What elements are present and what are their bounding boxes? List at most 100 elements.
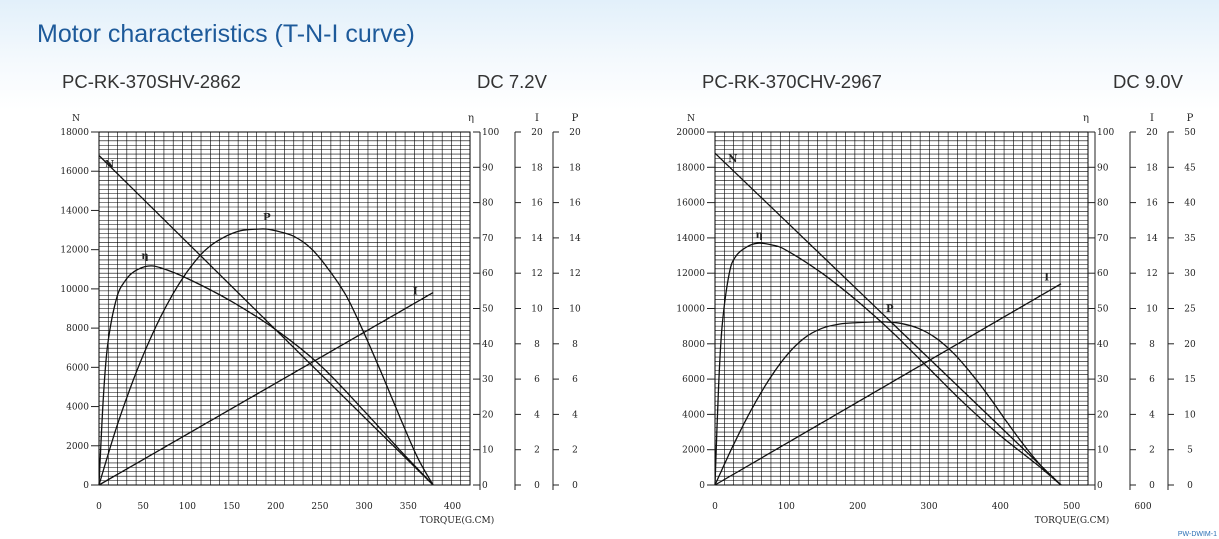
tick-label-p: 14 <box>569 234 581 244</box>
series-label-p: P <box>886 304 894 315</box>
series-label-n: N <box>728 154 737 165</box>
tick-label-p: 8 <box>572 340 578 350</box>
tick-label-eta: 100 <box>482 128 499 138</box>
tick-label-x: 250 <box>311 502 328 512</box>
tick-label-eta: 60 <box>1097 269 1109 279</box>
tick-label-eta: 90 <box>1097 163 1109 173</box>
tick-label-p: 10 <box>569 305 581 315</box>
tick-label-eta: 10 <box>482 446 494 456</box>
series-label-p: P <box>263 212 271 223</box>
series-label-n: N <box>105 159 114 170</box>
series-label-i: I <box>1044 272 1049 283</box>
tick-label-eta: 60 <box>482 269 494 279</box>
series-line-eta <box>98 265 434 486</box>
tick-label-eta: 10 <box>1097 446 1109 456</box>
tick-label-eta: 20 <box>482 410 494 420</box>
tick-label-n: 18000 <box>60 128 89 138</box>
footer-mark: PW-DWIM-1 <box>1177 531 1217 538</box>
tick-label-p: 0 <box>572 481 578 491</box>
tick-label-n: 16000 <box>676 199 705 209</box>
tick-label-n: 2000 <box>682 446 705 456</box>
tick-label-i: 14 <box>531 234 543 244</box>
tick-label-n: 2000 <box>66 442 89 452</box>
series-label-eta: η <box>756 230 763 241</box>
series-line-eta <box>714 242 1062 486</box>
tick-label-i: 18 <box>531 163 543 173</box>
tick-label-x: 400 <box>444 502 461 512</box>
series-line-i <box>714 283 1062 486</box>
axis-title-p: P <box>1187 113 1194 124</box>
series-line-n <box>714 152 1062 486</box>
tick-label-p: 18 <box>569 163 581 173</box>
tick-label-i: 12 <box>531 269 542 279</box>
tick-label-p: 30 <box>1184 269 1196 279</box>
series-label-eta: η <box>141 251 148 262</box>
tick-label-p: 15 <box>1184 375 1196 385</box>
chart-voltage: DC 9.0V <box>1113 71 1183 92</box>
tick-label-eta: 70 <box>1097 234 1109 244</box>
axis-title-eta: η <box>1083 113 1089 124</box>
tni-chart-370shv: N020004000600080001000012000140001600018… <box>60 113 581 526</box>
tick-label-p: 12 <box>569 269 580 279</box>
tick-label-i: 2 <box>534 446 540 456</box>
tick-label-x: 600 <box>1134 502 1151 512</box>
tick-label-p: 25 <box>1184 305 1196 315</box>
series-line-p <box>98 228 434 486</box>
tick-label-i: 20 <box>531 128 543 138</box>
tick-label-eta: 80 <box>482 199 494 209</box>
axis-title-i: I <box>535 113 539 124</box>
chart-voltage: DC 7.2V <box>477 71 547 92</box>
tick-label-x: 200 <box>849 502 866 512</box>
tick-label-i: 4 <box>1149 410 1155 420</box>
tick-label-eta: 20 <box>1097 410 1109 420</box>
tick-label-x: 400 <box>992 502 1009 512</box>
tick-label-n: 12000 <box>676 269 705 279</box>
tick-label-i: 4 <box>534 410 540 420</box>
tick-label-p: 6 <box>572 375 578 385</box>
series-line-n <box>98 155 434 486</box>
tick-label-x: 100 <box>778 502 795 512</box>
tick-label-n: 14000 <box>676 234 705 244</box>
tick-label-n: 10000 <box>676 305 705 315</box>
tick-label-n: 0 <box>83 481 89 491</box>
x-axis-label: TORQUE(G.CM) <box>1035 515 1110 526</box>
tick-label-n: 16000 <box>60 167 89 177</box>
tick-label-x: 500 <box>1063 502 1080 512</box>
series-label-i: I <box>413 286 418 297</box>
tick-label-p: 20 <box>1184 340 1196 350</box>
tick-label-p: 35 <box>1184 234 1196 244</box>
tick-label-eta: 70 <box>482 234 494 244</box>
tick-label-i: 14 <box>1146 234 1158 244</box>
tick-label-i: 0 <box>534 481 540 491</box>
tick-label-n: 8000 <box>682 340 705 350</box>
axis-title-p: P <box>572 113 579 124</box>
tick-label-p: 50 <box>1184 128 1196 138</box>
tick-label-i: 6 <box>1149 375 1155 385</box>
chart-model-name: PC-RK-370SHV-2862 <box>62 71 241 92</box>
tick-label-eta: 30 <box>482 375 494 385</box>
series-line-i <box>98 292 434 486</box>
tick-label-x: 0 <box>96 502 102 512</box>
tick-label-i: 2 <box>1149 446 1155 456</box>
tick-label-eta: 50 <box>1097 305 1109 315</box>
series-line-p <box>714 321 1062 486</box>
tick-label-i: 20 <box>1146 128 1158 138</box>
tick-label-p: 4 <box>572 410 578 420</box>
tick-label-eta: 80 <box>1097 199 1109 209</box>
axis-title-n: N <box>72 114 80 124</box>
tick-label-n: 0 <box>699 481 705 491</box>
tick-label-n: 18000 <box>676 163 705 173</box>
tick-label-eta: 0 <box>482 481 488 491</box>
tick-label-eta: 30 <box>1097 375 1109 385</box>
tick-label-p: 40 <box>1184 199 1196 209</box>
tick-label-p: 10 <box>1184 410 1196 420</box>
tick-label-eta: 100 <box>1097 128 1114 138</box>
tick-label-x: 0 <box>712 502 718 512</box>
grid <box>98 131 471 486</box>
grid <box>714 131 1089 486</box>
tick-label-x: 150 <box>223 502 240 512</box>
tick-label-x: 100 <box>179 502 196 512</box>
axis-title-eta: η <box>468 113 474 124</box>
tick-label-p: 20 <box>569 128 581 138</box>
tick-label-p: 5 <box>1187 446 1193 456</box>
